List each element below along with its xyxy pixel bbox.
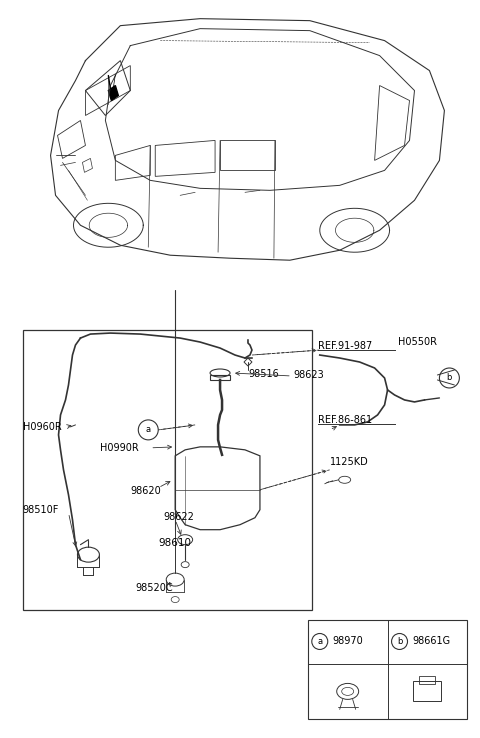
- Text: 98610: 98610: [159, 538, 192, 548]
- Text: H0960R: H0960R: [23, 422, 61, 432]
- Text: a: a: [146, 425, 151, 435]
- Text: H0550R: H0550R: [397, 337, 436, 347]
- Text: 1125KD: 1125KD: [330, 457, 369, 467]
- Text: 98620: 98620: [130, 486, 161, 496]
- Text: b: b: [397, 637, 402, 646]
- Polygon shape: [108, 86, 119, 100]
- Text: 98510F: 98510F: [23, 505, 59, 514]
- Bar: [413, 681, 442, 701]
- Text: a: a: [317, 637, 323, 646]
- Text: H0990R: H0990R: [100, 443, 139, 453]
- Text: 98661G: 98661G: [412, 636, 451, 646]
- Text: REF.86-861: REF.86-861: [318, 415, 372, 425]
- Bar: [420, 677, 435, 684]
- Text: 98623: 98623: [294, 370, 324, 380]
- Text: 98622: 98622: [163, 511, 194, 522]
- Text: b: b: [447, 373, 452, 382]
- Text: REF.91-987: REF.91-987: [318, 341, 372, 351]
- Bar: [23, 330, 312, 610]
- Text: 98520C: 98520C: [135, 582, 173, 593]
- Text: 98516: 98516: [248, 369, 279, 379]
- Text: 98970: 98970: [333, 636, 363, 646]
- Bar: [308, 619, 468, 720]
